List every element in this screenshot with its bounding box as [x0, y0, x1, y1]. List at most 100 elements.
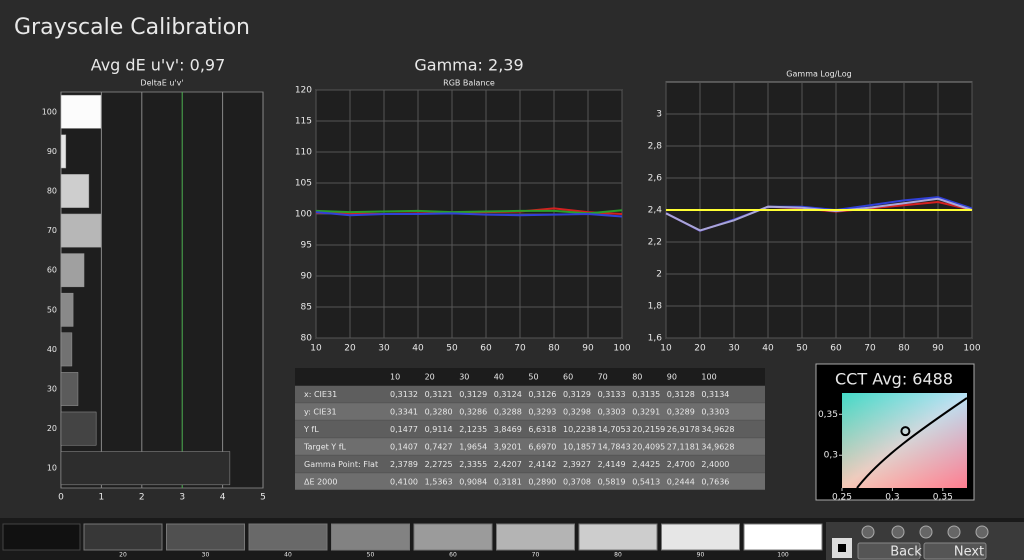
x-tick-label: 0	[58, 493, 64, 503]
patch-label: 90	[697, 552, 705, 559]
patch-label: 40	[284, 552, 292, 559]
y-tick-label: 2,6	[648, 174, 663, 184]
bar	[60, 411, 97, 446]
y-tick-label: 0,3	[824, 451, 838, 461]
table-cell: 2,3927	[563, 460, 591, 469]
patch-label: 100	[777, 552, 789, 559]
table-cell: 10,1857	[563, 443, 596, 452]
series-line	[315, 209, 623, 215]
bar	[60, 451, 231, 486]
table-cell: 14,7053	[598, 425, 631, 434]
x-tick-label: 30	[728, 344, 740, 354]
x-tick-label: 70	[514, 344, 526, 354]
table-cell: y: CIE31	[304, 408, 337, 417]
bar	[60, 253, 85, 288]
x-tick-label: 100	[963, 344, 980, 354]
table-cell: 2,2725	[425, 460, 453, 469]
table-cell: 0,2444	[667, 478, 695, 487]
table-header: 60	[563, 373, 573, 382]
toolbar-icon[interactable]	[919, 525, 933, 539]
y-tick-label: 50	[47, 305, 57, 314]
table-cell: 0,3129	[459, 390, 487, 399]
toolbar-icon[interactable]	[975, 525, 989, 539]
table-cell: 0,3133	[598, 390, 626, 399]
patch-label: 50	[367, 552, 375, 559]
table-cell: 0,3135	[632, 390, 660, 399]
nav-button-label: Next	[954, 545, 984, 560]
table-row	[295, 438, 765, 455]
x-tick-label: 0,25	[832, 493, 852, 503]
y-tick-label: 110	[295, 148, 312, 158]
patch[interactable]	[2, 523, 81, 551]
toolbar-icon[interactable]	[861, 525, 875, 539]
y-tick-label: 10	[47, 464, 57, 473]
chart-title: Avg dE u'v': 0,97	[91, 56, 226, 75]
table-cell: 0,1407	[390, 443, 418, 452]
x-tick-label: 80	[898, 344, 910, 354]
nav-button[interactable]	[923, 542, 987, 560]
bar	[60, 292, 74, 327]
patch[interactable]	[578, 523, 658, 551]
x-tick-label: 10	[660, 344, 672, 354]
patch[interactable]	[83, 523, 163, 551]
table-cell: 26,9178	[667, 425, 700, 434]
table-cell: 0,3124	[494, 390, 522, 399]
table-cell: 10,2238	[563, 425, 596, 434]
stop-icon	[838, 544, 846, 552]
table-cell: 0,3181	[494, 478, 522, 487]
patch[interactable]	[166, 523, 245, 551]
toolbar-icon[interactable]	[891, 525, 905, 539]
table-row	[295, 473, 765, 490]
x-tick-label: 10	[310, 344, 322, 354]
table-cell: 0,3128	[667, 390, 695, 399]
nav-button[interactable]	[857, 542, 921, 560]
table-row	[295, 420, 765, 438]
y-tick-label: 2,4	[648, 206, 663, 216]
table-header: 100	[701, 373, 716, 382]
x-tick-label: 60	[480, 344, 492, 354]
patch[interactable]	[496, 523, 575, 551]
table-cell: 2,4425	[632, 460, 660, 469]
patch[interactable]	[248, 523, 328, 551]
table-cell: 0,2890	[528, 478, 556, 487]
table-header: 20	[425, 373, 435, 382]
planckian-locus	[856, 397, 968, 489]
x-tick-label: 40	[412, 344, 424, 354]
table-cell: 2,4149	[598, 460, 626, 469]
table-cell: 0,3280	[425, 408, 453, 417]
table-cell: 0,3291	[632, 408, 660, 417]
table-cell: 0,3341	[390, 408, 418, 417]
table-cell: 2,4000	[701, 460, 729, 469]
y-tick-label: 95	[301, 241, 312, 251]
table-cell: 0,3303	[701, 408, 729, 417]
table-cell: 0,3129	[563, 390, 591, 399]
app-title: Grayscale Calibration	[14, 15, 250, 40]
table-cell: 0,3132	[390, 390, 418, 399]
cie-gradient	[842, 393, 967, 488]
table-cell: 6,6318	[528, 425, 556, 434]
patch[interactable]	[331, 523, 410, 551]
table-cell: 0,7427	[425, 443, 453, 452]
table-cell: 0,3293	[528, 408, 556, 417]
table-cell: 0,5413	[632, 478, 660, 487]
y-tick-label: 2,2	[648, 238, 662, 248]
y-tick-label: 90	[301, 272, 313, 282]
patch[interactable]	[413, 523, 493, 551]
y-tick-label: 60	[47, 266, 57, 275]
table-cell: 0,3134	[701, 390, 729, 399]
toolbar-icon[interactable]	[947, 525, 961, 539]
chart-title: CCT Avg: 6488	[835, 370, 953, 389]
table-cell: Y fL	[303, 425, 319, 434]
table-cell: ΔE 2000	[304, 478, 337, 487]
x-tick-label: 4	[220, 493, 226, 503]
table-cell: 6,6970	[528, 443, 556, 452]
table-row	[295, 385, 765, 403]
y-tick-label: 0,35	[818, 410, 838, 420]
patch[interactable]	[661, 523, 740, 551]
patch[interactable]	[743, 523, 823, 551]
y-tick-label: 30	[47, 385, 57, 394]
table-cell: 20,4095	[632, 443, 665, 452]
table-cell: 0,3121	[425, 390, 453, 399]
patch-label: 70	[532, 552, 540, 559]
y-tick-label: 20	[47, 424, 57, 433]
